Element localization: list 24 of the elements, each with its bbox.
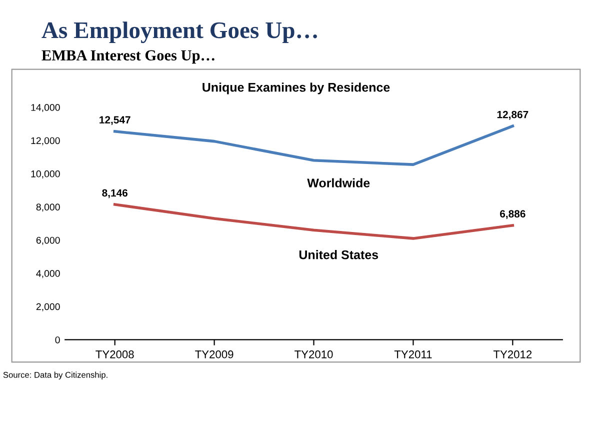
x-tick-label: TY2012 xyxy=(493,350,532,358)
y-tick-label: 0 xyxy=(55,336,60,344)
y-tick-label: 4,000 xyxy=(36,270,60,278)
series-label: Worldwide xyxy=(307,178,370,188)
y-tick-label: 6,000 xyxy=(36,236,60,245)
y-tick-label: 8,000 xyxy=(36,204,60,212)
data-label: 6,886 xyxy=(500,210,526,220)
y-tick-label: 2,000 xyxy=(36,303,60,312)
series-label: United States xyxy=(299,250,378,260)
data-label: 8,146 xyxy=(102,189,128,198)
y-tick-label: 10,000 xyxy=(31,170,60,178)
x-tick-label: TY2009 xyxy=(195,350,234,358)
x-tick-label: TY2011 xyxy=(394,350,432,358)
chart-title: As Employment Goes Up… xyxy=(42,22,317,44)
line-series xyxy=(113,124,514,166)
y-tick-label: 12,000 xyxy=(31,137,60,146)
x-tick-label: TY2008 xyxy=(96,350,134,358)
source-note: Source: Data by Citizenship. xyxy=(3,372,108,380)
chart-subtitle: EMBA Interest Goes Up… xyxy=(42,50,214,64)
y-tick-label: 14,000 xyxy=(31,104,60,112)
data-label: 12,547 xyxy=(100,116,130,126)
text: Unique Examines by Residence xyxy=(202,82,390,94)
x-tick-label: TY2010 xyxy=(294,350,333,358)
data-label: 12,867 xyxy=(497,110,528,120)
